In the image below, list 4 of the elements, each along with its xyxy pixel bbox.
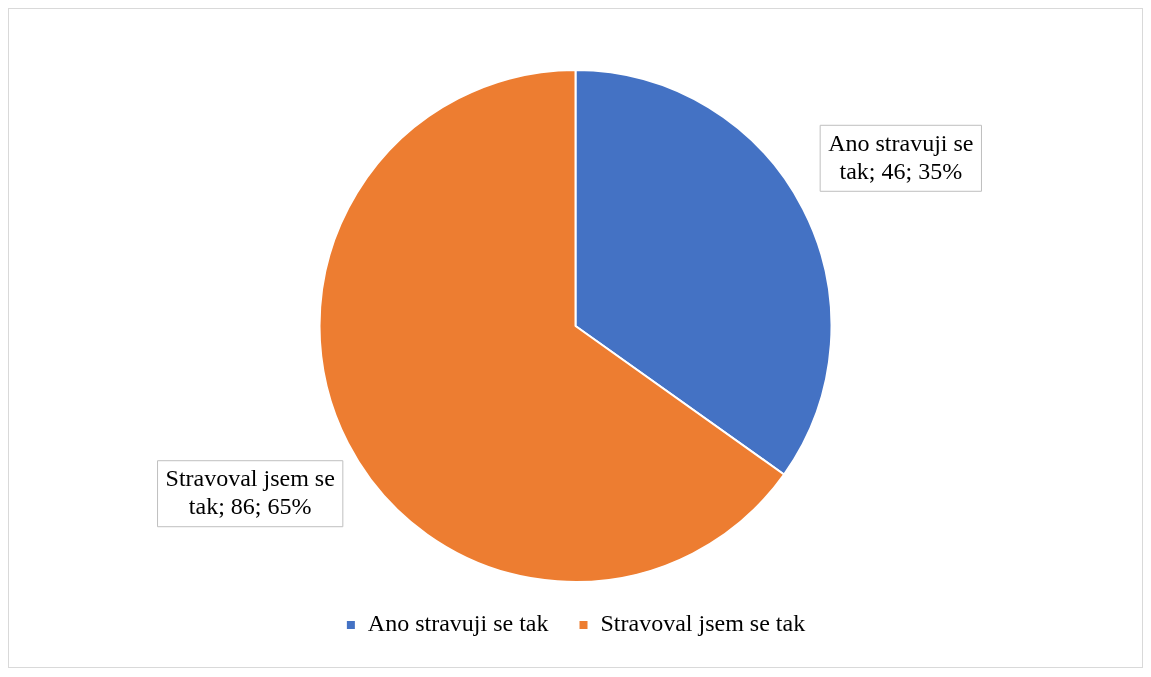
data-label: Stravoval jsem se tak; 86; 65% <box>165 465 335 520</box>
data-label: Ano stravuji se tak; 46; 35% <box>828 129 974 184</box>
legend-label: Ano stravuji se tak <box>367 610 549 637</box>
legend-label: Stravoval jsem se tak <box>600 610 806 637</box>
